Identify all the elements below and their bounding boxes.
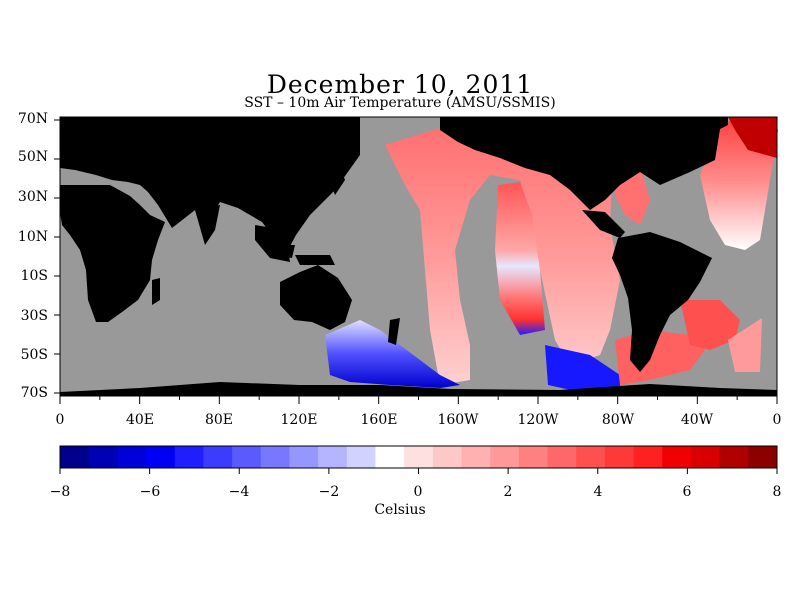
colorbar-swatch [203,446,233,468]
colorbar-label-0: 0 [413,484,423,500]
lat-label-10s: 10S [20,268,48,284]
lon-label-80e: 80E [204,412,234,428]
swath-east-pacific [495,182,545,335]
land-southeast-asia [255,225,290,262]
colorbar-swatch [690,446,721,468]
colorbar-swatch [232,446,262,468]
lat-label-30n: 30N [17,189,48,205]
land-india [195,205,220,245]
colorbar-swatch [604,446,635,468]
colorbar-swatch [719,446,749,468]
swath-north-pacific [385,128,620,385]
colorbar-label-neg4: −4 [228,484,250,500]
colorbar-label-neg8: −8 [49,484,71,500]
lat-label-50n: 50N [17,149,48,165]
land-new-guinea [295,255,335,265]
colorbar-swatch [318,446,348,468]
colorbar-swatch [60,446,90,468]
colorbar-swatch [174,446,204,468]
lat-label-10n: 10N [17,229,48,245]
lon-label-40w: 40W [680,412,714,428]
lat-label-50s: 50S [20,347,48,363]
colorbar-swatch [490,446,520,468]
land-africa [60,185,165,322]
lon-label-120e: 120E [280,412,318,428]
lon-label-0: 0 [55,412,65,428]
land-madagascar [152,278,160,305]
colorbar-label-4: 4 [593,484,603,500]
swath-south-pacific [545,345,620,392]
lon-label-120w: 120W [517,412,559,428]
axis-ticks [54,119,778,404]
colorbar-swatch [117,446,147,468]
swath-sw-atlantic [680,300,740,350]
lon-label-160e: 160E [360,412,398,428]
lat-label-70s: 70S [20,385,48,401]
colorbar-label-2: 2 [503,484,513,500]
colorbar-unit: Celsius [374,502,426,518]
land-south-america [612,232,712,372]
land-new-zealand [388,318,400,345]
land-japan [330,172,345,195]
map-subtitle: SST – 10m Air Temperature (AMSU/SSMIS) [244,95,556,111]
lat-label-70n: 70N [17,111,48,127]
colorbar-swatch [461,446,491,468]
land-antarctica [60,382,777,396]
lon-label-0-east: 0 [772,412,782,428]
colorbar-label-6: 6 [682,484,692,500]
swath-south-indian [325,320,460,388]
lon-label-160w: 160W [437,412,479,428]
colorbar-swatch [146,446,176,468]
colorbar-swatch [289,446,319,468]
colorbar-label-8: 8 [772,484,782,500]
colorbar-swatch [88,446,118,468]
land-eurasia [60,117,360,250]
swath-arctic-ne [728,117,777,158]
land-masses [60,117,777,396]
colorbar [59,445,778,474]
colorbar-swatch [748,446,778,468]
land-north-america [440,117,722,210]
colorbar-swatch [404,446,434,468]
colorbar-swatch [547,446,577,468]
swath-drake [728,318,762,372]
map-title: December 10, 2011 [266,70,534,99]
colorbar-swatch [432,446,463,468]
land-australia [280,265,352,330]
colorbar-swatch [375,446,405,468]
colorbar-swatch [518,446,549,468]
lon-label-40e: 40E [125,412,155,428]
lon-label-80w: 80W [601,412,635,428]
colorbar-label-neg2: −2 [318,484,340,500]
colorbar-swatch [576,446,606,468]
land-central-america [582,210,625,238]
colorbar-swatch [346,446,376,468]
colorbar-swatch [260,446,290,468]
colorbar-swatch [633,446,663,468]
colorbar-swatch [662,446,692,468]
lat-label-30s: 30S [20,308,48,324]
colorbar-label-neg6: −6 [139,484,161,500]
land-borneo [282,245,295,258]
